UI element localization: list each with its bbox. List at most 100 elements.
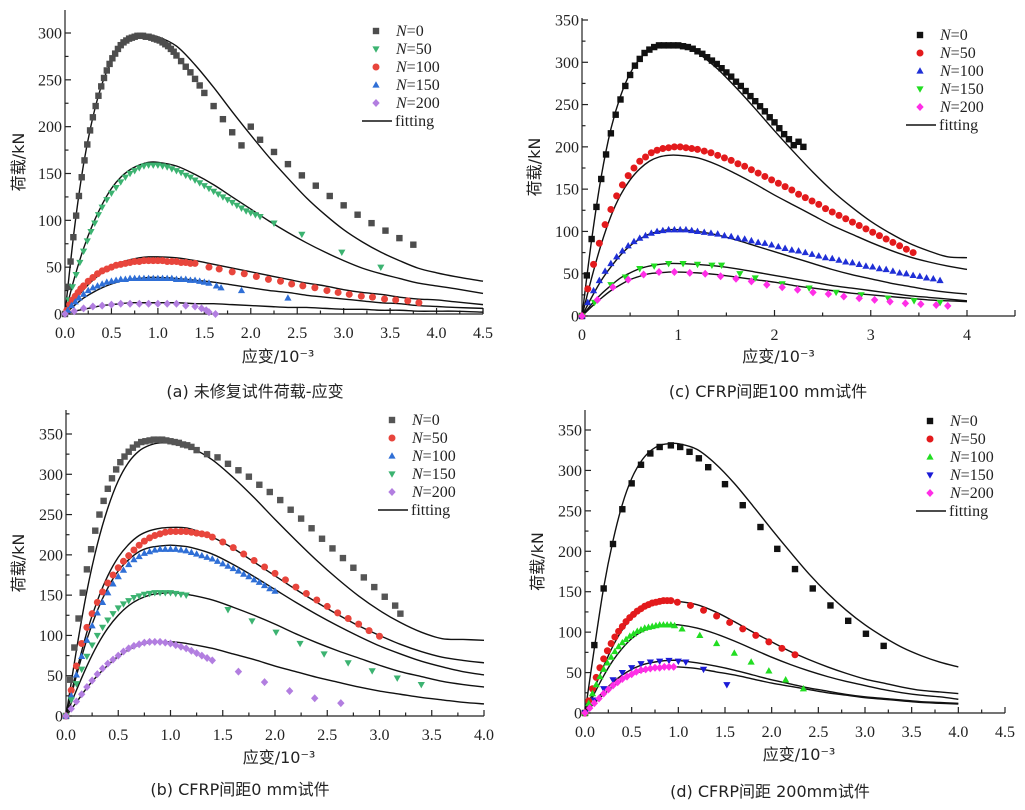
x-tick-label: 0 bbox=[578, 327, 586, 344]
data-point bbox=[768, 241, 776, 248]
data-point bbox=[741, 235, 749, 242]
data-point bbox=[682, 144, 690, 152]
data-point bbox=[193, 446, 200, 454]
legend-label-var: N bbox=[949, 413, 962, 430]
data-point bbox=[140, 549, 148, 556]
data-point bbox=[357, 292, 365, 300]
data-point bbox=[590, 260, 598, 268]
data-point bbox=[238, 142, 245, 149]
data-point bbox=[870, 295, 879, 304]
data-point bbox=[88, 621, 96, 629]
fitting-curve bbox=[581, 228, 968, 317]
series-N-200 bbox=[61, 299, 220, 318]
data-point bbox=[81, 157, 88, 164]
data-point bbox=[151, 546, 159, 553]
data-point bbox=[229, 544, 237, 552]
legend-label-value: =150 bbox=[423, 466, 456, 483]
data-point bbox=[671, 621, 679, 629]
data-point bbox=[72, 212, 80, 219]
data-point bbox=[368, 293, 376, 301]
data-point bbox=[140, 163, 148, 170]
data-point bbox=[676, 225, 684, 233]
data-point bbox=[761, 108, 769, 115]
data-point bbox=[156, 637, 164, 646]
chart-panel-d: 0.0 0.5 1.0 1.5 2.0 2.5 3.0 3.5 4.0 4.5 0 50 100 150 2… bbox=[528, 410, 1015, 801]
data-point bbox=[75, 192, 83, 200]
data-point bbox=[655, 42, 663, 49]
data-point bbox=[121, 174, 129, 182]
data-point bbox=[215, 265, 223, 273]
data-point bbox=[588, 689, 597, 697]
legend-label-var: N bbox=[939, 81, 952, 98]
data-point bbox=[271, 587, 279, 594]
data-point bbox=[78, 666, 86, 674]
data-point bbox=[334, 609, 342, 617]
data-point bbox=[219, 538, 227, 546]
data-point bbox=[410, 241, 417, 248]
data-point bbox=[161, 545, 169, 552]
data-point bbox=[699, 50, 706, 58]
legend-label-value: =50 bbox=[951, 45, 976, 62]
data-point bbox=[77, 690, 86, 699]
data-point bbox=[171, 438, 178, 446]
data-point bbox=[774, 242, 782, 250]
x-tick-label: 4.5 bbox=[473, 325, 493, 342]
data-point bbox=[774, 545, 781, 553]
data-point bbox=[659, 226, 667, 234]
data-point bbox=[130, 594, 138, 602]
data-point bbox=[72, 697, 81, 706]
data-point bbox=[203, 553, 211, 560]
data-point bbox=[882, 265, 890, 273]
data-point bbox=[707, 229, 715, 236]
x-tick-label: 3.0 bbox=[855, 724, 875, 741]
data-point bbox=[250, 576, 258, 583]
x-tick-label: 3.0 bbox=[334, 325, 354, 342]
legend-label-var: N bbox=[395, 59, 408, 76]
data-point bbox=[161, 638, 169, 647]
data-point bbox=[285, 687, 294, 696]
data-point bbox=[646, 46, 653, 53]
data-point bbox=[76, 259, 84, 267]
data-point bbox=[270, 148, 278, 156]
y-tick-label: 350 bbox=[555, 13, 579, 30]
fitting-curve bbox=[64, 161, 484, 315]
legend-label: N=0 bbox=[411, 412, 440, 429]
data-point bbox=[609, 681, 617, 690]
y-tick-label: 150 bbox=[39, 588, 63, 605]
x-tick-label: 1.5 bbox=[715, 724, 735, 741]
y-tick-label: 50 bbox=[566, 665, 582, 682]
data-point bbox=[224, 607, 232, 614]
data-point bbox=[98, 664, 107, 673]
data-point bbox=[182, 527, 190, 535]
legend-marker bbox=[372, 46, 380, 53]
x-tick-label: 4.0 bbox=[948, 724, 968, 741]
legend-label-var: N bbox=[939, 27, 952, 44]
data-point bbox=[205, 279, 213, 286]
data-point bbox=[298, 231, 306, 239]
data-point bbox=[326, 192, 333, 200]
data-point bbox=[667, 442, 675, 449]
legend-label: N=50 bbox=[411, 430, 448, 447]
data-point bbox=[622, 635, 630, 643]
data-point bbox=[182, 63, 189, 70]
data-point bbox=[284, 294, 292, 301]
legend-label-value: =0 bbox=[951, 27, 968, 44]
data-point bbox=[611, 633, 619, 641]
data-point bbox=[886, 297, 894, 306]
data-point bbox=[795, 138, 802, 145]
data-point bbox=[670, 225, 678, 233]
legend-label-var: N bbox=[411, 412, 424, 429]
data-point bbox=[167, 527, 174, 535]
data-point bbox=[809, 288, 817, 297]
data-point bbox=[801, 248, 809, 256]
data-point bbox=[617, 96, 624, 103]
data-point bbox=[296, 640, 304, 648]
data-point bbox=[377, 264, 385, 271]
data-point bbox=[135, 165, 143, 172]
data-point bbox=[739, 625, 747, 633]
data-point bbox=[72, 681, 81, 688]
legend-label: N=0 bbox=[949, 413, 978, 430]
data-point bbox=[98, 83, 105, 90]
data-point bbox=[64, 283, 71, 291]
legend-label-var: N bbox=[395, 95, 408, 112]
